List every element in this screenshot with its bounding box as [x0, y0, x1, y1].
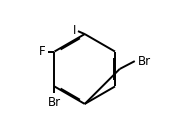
Text: Br: Br: [48, 96, 61, 109]
Text: I: I: [73, 23, 76, 37]
Text: F: F: [38, 45, 45, 58]
Text: Br: Br: [137, 55, 151, 68]
